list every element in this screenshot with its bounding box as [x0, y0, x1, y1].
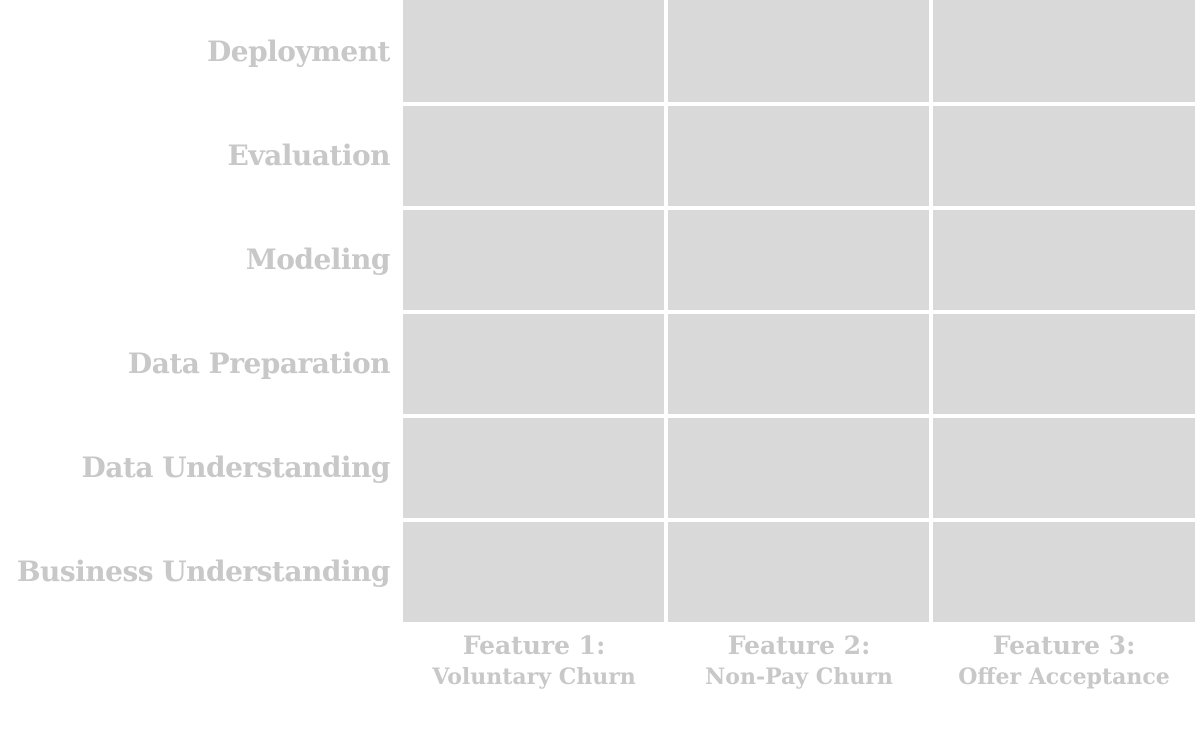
grid-cell — [933, 0, 1195, 102]
column-label-feature-3: Feature 3: Offer Acceptance — [933, 630, 1195, 692]
row-label-deployment: Deployment — [207, 35, 391, 68]
grid-cell — [668, 210, 929, 310]
grid-cell — [403, 418, 664, 518]
column-label-feature-2: Feature 2: Non-Pay Churn — [668, 630, 930, 692]
column-title: Feature 1: — [462, 631, 606, 660]
grid-cell — [668, 522, 929, 622]
row-label-data-preparation: Data Preparation — [127, 347, 391, 380]
column-title: Feature 3: — [992, 631, 1136, 660]
grid-cell — [668, 418, 929, 518]
column-label-feature-1: Feature 1: Voluntary Churn — [403, 630, 665, 692]
grid-cell — [403, 314, 664, 414]
grid-cell — [403, 210, 664, 310]
grid-cell — [933, 314, 1195, 414]
row-label-modeling: Modeling — [245, 243, 391, 276]
grid-cell — [933, 210, 1195, 310]
row-label-data-understanding: Data Understanding — [81, 451, 390, 484]
column-subtitle: Voluntary Churn — [432, 664, 636, 690]
grid-cell — [403, 522, 664, 622]
grid-cell — [668, 314, 929, 414]
row-label-evaluation: Evaluation — [227, 139, 391, 172]
grid-cell — [668, 106, 929, 206]
grid-cell — [933, 418, 1195, 518]
grid-cell — [668, 0, 929, 102]
grid-cell — [403, 106, 664, 206]
grid-cell — [933, 106, 1195, 206]
grid-cell — [403, 0, 664, 102]
column-subtitle: Non-Pay Churn — [705, 664, 893, 690]
grid-cell — [933, 522, 1195, 622]
row-label-business-understanding: Business Understanding — [16, 555, 391, 588]
column-title: Feature 2: — [727, 631, 871, 660]
column-subtitle: Offer Acceptance — [958, 664, 1170, 690]
